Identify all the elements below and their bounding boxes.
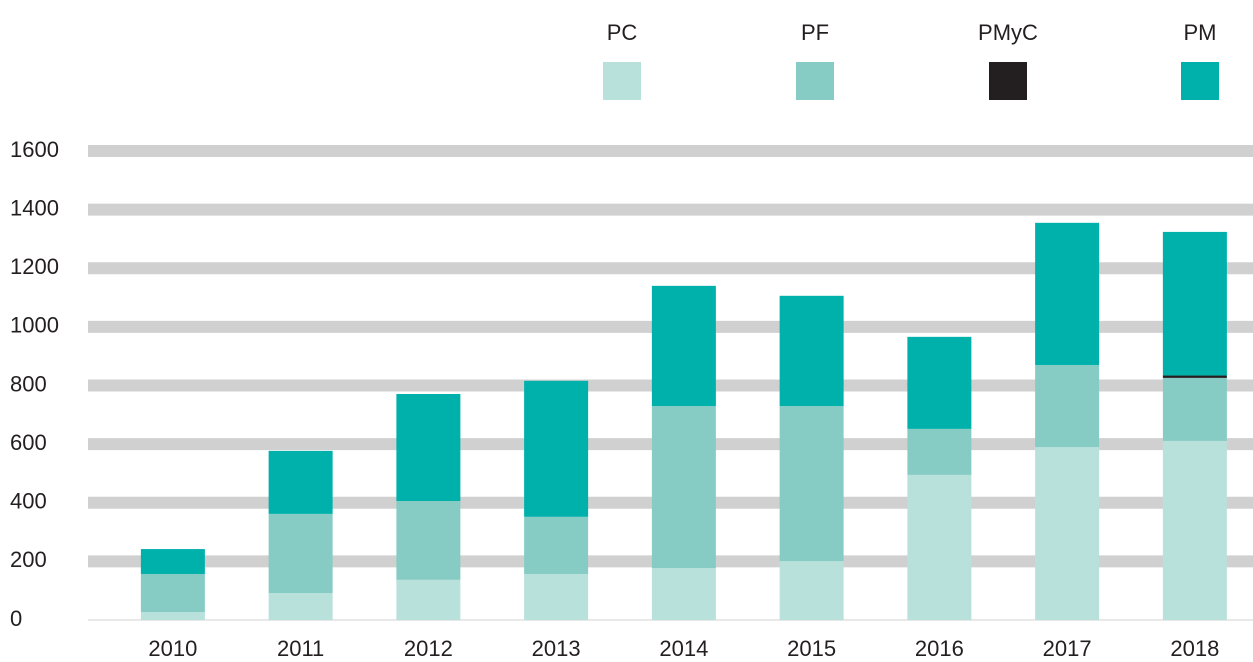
legend-swatch [1181, 62, 1219, 100]
y-tick-label: 800 [10, 371, 47, 396]
y-tick-label: 1200 [10, 254, 59, 279]
bar-segment [779, 295, 844, 407]
bar-segment [396, 500, 461, 580]
bar-segment [396, 579, 461, 620]
y-tick-label: 1000 [10, 313, 59, 338]
bar-segment [1162, 231, 1227, 376]
bar-segment [1035, 364, 1100, 448]
bar-segment [1035, 447, 1100, 620]
legend-swatch [603, 62, 641, 100]
bar-segment [907, 428, 972, 475]
x-tick-label: 2013 [532, 636, 581, 661]
legend-label: PM [1184, 20, 1217, 45]
bar-segment [140, 612, 205, 620]
bar-segment [140, 573, 205, 613]
legend-label: PF [801, 20, 829, 45]
x-tick-label: 2018 [1170, 636, 1219, 661]
legend-label: PMyC [978, 20, 1038, 45]
bar-segment [524, 380, 589, 517]
bar-segment [651, 285, 716, 407]
y-tick-label: 600 [10, 430, 47, 455]
bar-segment [268, 450, 333, 514]
bar-segment [1162, 377, 1227, 441]
bar-segment [268, 513, 333, 594]
bar-segment [524, 516, 589, 574]
y-tick-label: 400 [10, 489, 47, 514]
bar-segment [1035, 222, 1100, 365]
y-tick-label: 1400 [10, 195, 59, 220]
bar-segment [396, 394, 461, 501]
x-tick-label: 2016 [915, 636, 964, 661]
x-tick-label: 2014 [659, 636, 708, 661]
bar-segment [907, 474, 972, 620]
legend-swatch [989, 62, 1027, 100]
y-tick-label: 1600 [10, 137, 59, 162]
legend-label: PC [607, 20, 638, 45]
bar-segment [1162, 440, 1227, 620]
bar-segment [779, 561, 844, 620]
x-tick-label: 2017 [1043, 636, 1092, 661]
bar-segment [140, 549, 205, 574]
bar-segment [268, 593, 333, 620]
bar-segment [907, 336, 972, 429]
bar-segment [651, 406, 716, 569]
x-tick-label: 2012 [404, 636, 453, 661]
bar-segment [779, 406, 844, 562]
bar-segment [651, 568, 716, 620]
bar-segment [524, 573, 589, 620]
legend-swatch [796, 62, 834, 100]
bar-segment [1162, 375, 1227, 378]
y-tick-label: 200 [10, 547, 47, 572]
x-tick-label: 2015 [787, 636, 836, 661]
y-tick-label: 0 [10, 606, 22, 631]
x-tick-label: 2011 [277, 636, 324, 661]
x-tick-label: 2010 [148, 636, 197, 661]
